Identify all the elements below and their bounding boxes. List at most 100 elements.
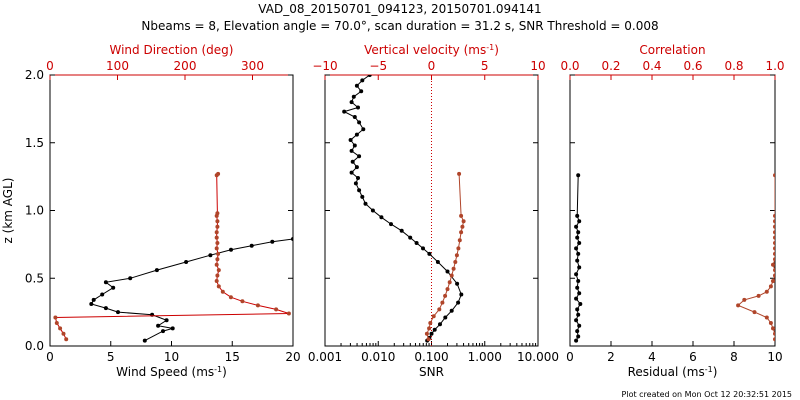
data-point — [451, 266, 456, 271]
series-vertical-velocity — [342, 75, 464, 343]
top-x-tick-label: 100 — [106, 59, 129, 73]
data-point — [575, 285, 580, 290]
data-point — [352, 115, 357, 119]
top-x-tick-label: 200 — [174, 59, 197, 73]
data-point — [752, 310, 757, 315]
data-point — [457, 238, 462, 243]
data-point — [428, 321, 433, 325]
data-point — [100, 292, 105, 297]
data-point — [116, 310, 120, 315]
data-point — [771, 262, 775, 267]
top-x-tick-label: 0.6 — [683, 59, 702, 73]
data-point — [215, 219, 220, 224]
data-point — [437, 307, 442, 312]
x-axis-label-sup: -1 — [214, 365, 222, 374]
y-tick-label: 2.0 — [25, 68, 44, 82]
data-point — [421, 246, 425, 251]
data-point — [574, 338, 579, 343]
figure-title-line1: VAD_08_20150701_094123, 20150701.094141 — [258, 2, 541, 16]
data-point — [576, 173, 581, 178]
data-point — [771, 326, 775, 331]
data-point — [431, 314, 436, 319]
data-point — [453, 260, 458, 264]
x-tick-label: 0 — [566, 350, 574, 364]
data-point — [768, 321, 773, 325]
data-point — [575, 329, 580, 334]
data-point — [449, 273, 454, 278]
data-point — [460, 224, 465, 229]
data-point — [576, 251, 581, 256]
data-point — [270, 239, 275, 244]
top-x-tick-label: 0 — [46, 59, 54, 73]
top-x-tick-label: 10 — [530, 59, 545, 73]
series-correlation — [736, 173, 775, 342]
data-point — [408, 235, 413, 240]
series-line — [90, 238, 293, 342]
data-point — [154, 268, 159, 273]
top-axis-label-tail: ) — [494, 43, 499, 57]
top-axis-label: Correlation — [639, 43, 705, 57]
data-point — [575, 307, 580, 312]
data-point — [459, 213, 464, 218]
data-point — [353, 181, 358, 186]
data-point — [111, 285, 116, 290]
data-point — [103, 280, 108, 285]
data-point — [214, 235, 219, 240]
data-point — [574, 272, 579, 277]
panel-correlation: 0 2 4 6 8 10 0.0 0.2 0.4 0.6 0.8 1.0 Residual (ms-1)… — [560, 43, 784, 379]
x-tick-label: 5 — [107, 350, 115, 364]
data-point — [363, 201, 368, 206]
data-point — [440, 300, 445, 305]
data-point — [354, 132, 359, 137]
data-point — [61, 331, 66, 336]
x-tick-label: 1.000 — [468, 350, 502, 364]
top-axis-label: Wind Direction (deg) — [110, 43, 234, 57]
series-line — [342, 75, 462, 341]
data-point — [773, 173, 775, 178]
data-point — [768, 284, 773, 289]
x-tick-label: 2 — [607, 350, 615, 364]
y-axis-label: z (km AGL) — [1, 178, 15, 244]
x-tick-label: 10 — [164, 350, 179, 364]
top-axis-label: Vertical velocity (ms-1) — [364, 43, 499, 58]
data-point — [575, 235, 580, 240]
data-point — [574, 296, 579, 301]
data-point — [350, 159, 355, 164]
top-x-tick-label: 1.0 — [765, 59, 784, 73]
data-point — [443, 315, 448, 320]
data-point — [91, 297, 96, 302]
data-point — [359, 89, 364, 94]
data-point — [215, 257, 220, 262]
data-point — [577, 291, 582, 296]
data-point — [215, 273, 220, 278]
data-point — [360, 194, 365, 199]
data-point — [773, 235, 775, 240]
top-x-tick-label: 0.4 — [642, 59, 661, 73]
data-point — [773, 268, 775, 273]
data-point — [456, 246, 461, 251]
data-point — [286, 311, 291, 316]
data-point — [429, 331, 434, 336]
data-point — [459, 230, 464, 235]
data-point — [216, 284, 221, 289]
data-point — [457, 171, 462, 176]
data-point — [773, 246, 775, 251]
data-point — [435, 260, 440, 264]
data-point — [220, 289, 225, 294]
data-point — [414, 241, 419, 245]
data-point — [577, 323, 582, 328]
data-point — [574, 224, 579, 229]
data-point — [449, 308, 454, 313]
data-point — [574, 318, 579, 323]
data-point — [574, 246, 579, 251]
data-point — [577, 241, 582, 245]
data-point — [348, 138, 353, 142]
data-point — [142, 338, 147, 343]
data-point — [360, 78, 365, 83]
series-wind-speed — [89, 237, 293, 343]
top-axis-label-text: Correlation — [639, 43, 705, 57]
data-point — [215, 224, 220, 229]
data-point — [64, 337, 69, 342]
